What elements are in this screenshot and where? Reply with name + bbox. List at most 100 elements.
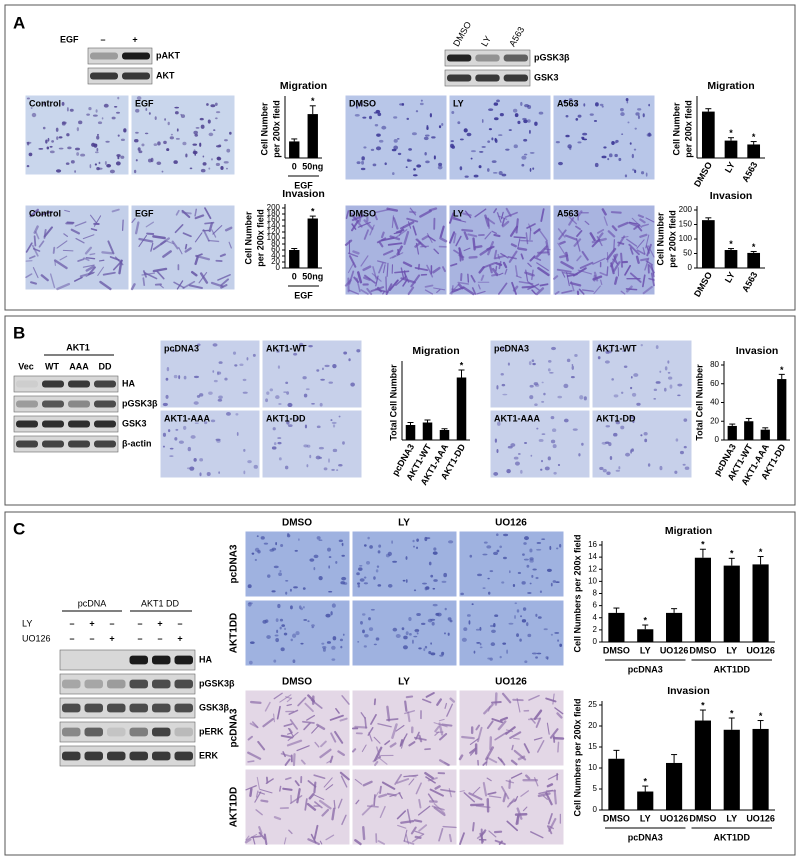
cell [428,207,438,212]
cell [606,266,609,276]
cell [536,542,542,544]
cell [529,168,532,172]
cell [338,463,343,467]
cell [402,579,406,582]
blot-band [447,54,472,62]
cell [535,245,548,258]
cell [308,344,313,348]
cell [498,282,508,295]
cell [506,649,509,654]
cell [397,248,400,256]
cell [494,839,506,845]
cell [73,276,83,282]
cell [56,240,68,249]
cell [70,228,81,235]
y-axis-label: per 200x field [667,210,677,268]
cell [182,141,187,146]
cell [286,391,290,395]
blot-band [62,751,81,761]
cell [523,119,528,124]
cell [362,265,372,272]
cell [59,255,68,261]
blot-band [129,751,148,761]
cell [538,789,554,795]
significance-mark: * [643,776,647,786]
cell [395,724,405,732]
blot-band [94,420,116,428]
treatment-sign: – [137,618,142,628]
bar [405,425,416,440]
cell [187,446,192,452]
group-label: AKT1DD [713,832,750,842]
cell [510,772,523,779]
cell [609,456,613,461]
cell [520,615,523,618]
cell [202,162,207,166]
cell [175,428,179,431]
cell [629,142,632,145]
cell [461,637,467,642]
cell [501,581,505,584]
cell [637,214,644,219]
x-tick-label: DMSO [603,645,630,655]
cell [311,725,319,734]
cell [339,771,350,781]
cell [496,549,500,553]
cell [304,798,308,811]
cell [382,249,394,256]
cell [552,580,557,583]
cell [311,626,314,629]
cell [275,637,279,643]
cell [162,432,167,437]
significance-mark: * [460,360,464,370]
cell [328,381,333,384]
cell [244,838,252,844]
chart-title: Migration [665,525,712,537]
cell [541,400,545,403]
cell [323,467,328,471]
cell [357,641,360,643]
x-tick-label: LY [726,813,737,823]
cell [47,137,50,142]
cell [379,785,382,794]
cell [494,137,497,142]
cell [320,740,327,748]
cell [272,427,276,431]
cell [329,714,344,721]
cell [333,799,336,810]
lane-label: AAA [69,361,89,371]
cell [43,102,47,106]
cell [615,420,621,425]
cell [514,795,519,803]
cell [497,421,501,426]
cell [361,160,365,165]
cell [169,136,174,140]
cell [499,112,504,117]
cell [494,614,499,617]
cell [294,549,298,552]
cell [513,737,520,740]
bar [439,430,450,440]
cell [523,743,530,754]
cell [405,631,409,636]
cell [356,349,361,353]
cell [196,343,201,347]
cell [190,270,198,277]
cell [667,376,673,380]
cell [207,119,211,124]
cell [504,211,518,218]
row-label: pcDNA3 [229,544,240,583]
cell [25,273,33,279]
cell [361,804,374,816]
y-axis-label: Cell Number [671,102,681,156]
cell [316,723,326,731]
cell [508,250,518,263]
cell [295,631,300,636]
x-tick-label: DMSO [603,813,630,823]
cell [621,133,624,135]
cell [362,613,366,616]
cell [216,439,221,443]
cell [166,148,170,152]
cell [561,271,566,278]
cell [517,453,521,455]
